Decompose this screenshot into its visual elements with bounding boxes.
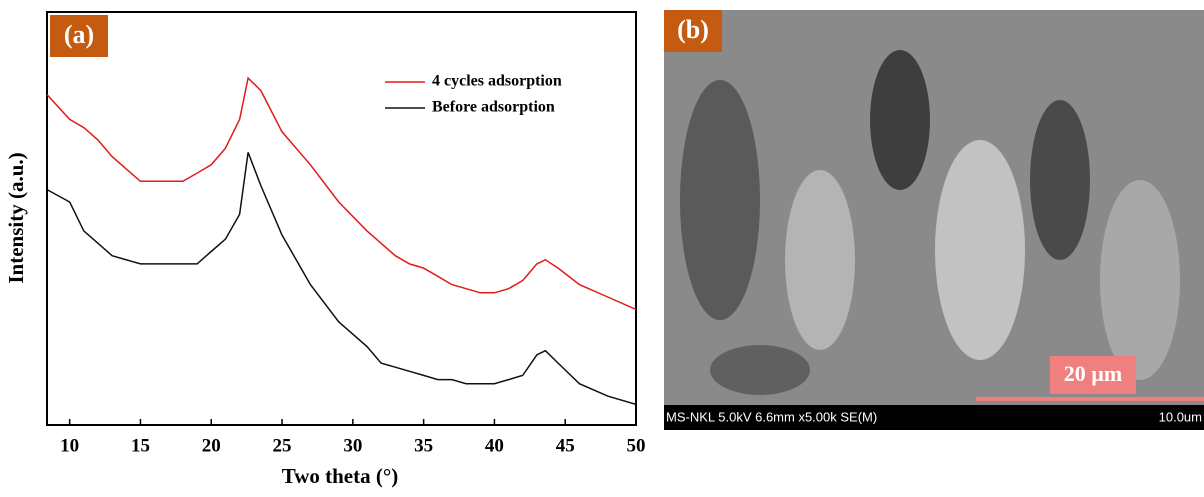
x-tick-label: 30 xyxy=(343,435,362,456)
panel-label: (a) xyxy=(64,20,94,49)
sem-wall xyxy=(785,170,855,350)
x-tick-label: 50 xyxy=(627,435,646,456)
panel-label: (b) xyxy=(677,15,709,44)
x-tick-label: 20 xyxy=(202,435,221,456)
sem-info: MS-NKL 5.0kV 6.6mm x5.00k SE(M) xyxy=(666,409,877,424)
legend-label: Before adsorption xyxy=(432,99,555,116)
sem-pore xyxy=(680,80,760,320)
x-tick-label: 10 xyxy=(60,435,79,456)
x-axis-label: Two theta (°) xyxy=(282,464,398,488)
sem-pore xyxy=(710,345,810,395)
sem-pore xyxy=(1030,100,1090,260)
x-tick-label: 45 xyxy=(556,435,575,456)
x-tick-label: 25 xyxy=(273,435,292,456)
scale-bar xyxy=(976,397,1204,401)
legend-label: 4 cycles adsorption xyxy=(432,73,562,90)
y-axis-label: Intensity (a.u.) xyxy=(4,152,28,283)
figure: (a) Two theta (°) Intensity (a.u.) (b) 2… xyxy=(0,0,1204,497)
sem-pore xyxy=(870,50,930,190)
sem-wall xyxy=(935,140,1025,360)
scale-bar-label: 20 µm xyxy=(1064,361,1123,386)
data-line xyxy=(47,152,636,404)
sem-wall xyxy=(1100,180,1180,380)
x-tick-label: 15 xyxy=(131,435,150,456)
sem-panel: (b) 20 µm MS-NKL 5.0kV 6.6mm x5.00k SE(M… xyxy=(664,10,1204,430)
x-tick-label: 40 xyxy=(485,435,504,456)
x-tick-label: 35 xyxy=(414,435,433,456)
sem-scale: 10.0um xyxy=(1159,409,1202,424)
